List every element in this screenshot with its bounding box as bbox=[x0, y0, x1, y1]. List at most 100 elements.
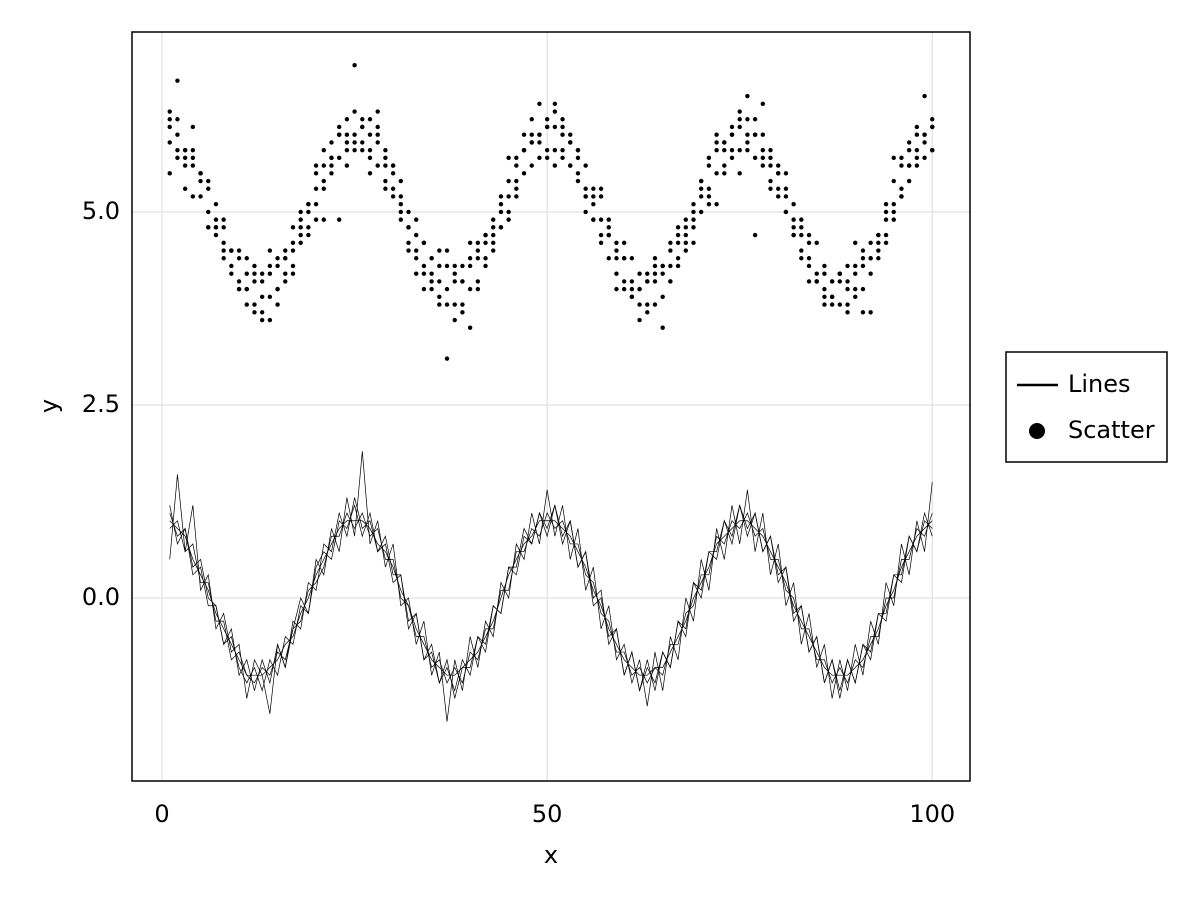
scatter-point bbox=[537, 132, 542, 137]
scatter-point bbox=[437, 279, 442, 284]
scatter-point bbox=[267, 271, 273, 276]
scatter-point bbox=[221, 248, 226, 253]
scatter-point bbox=[259, 271, 265, 276]
scatter-point bbox=[683, 232, 688, 238]
scatter-point bbox=[868, 240, 873, 246]
scatter-point bbox=[175, 117, 180, 122]
scatter-point bbox=[329, 163, 334, 168]
scatter-point bbox=[637, 271, 642, 276]
scatter-point bbox=[329, 171, 334, 176]
scatter-point bbox=[883, 209, 889, 215]
scatter-point bbox=[244, 256, 249, 261]
scatter-point bbox=[760, 163, 766, 168]
scatter-point bbox=[444, 263, 450, 269]
scatter-point bbox=[598, 186, 604, 191]
scatter-point bbox=[206, 186, 211, 191]
scatter-point bbox=[683, 217, 688, 222]
scatter-point bbox=[845, 310, 850, 315]
scatter-point bbox=[930, 117, 935, 122]
scatter-point bbox=[383, 163, 388, 168]
scatter-point bbox=[414, 256, 419, 261]
scatter-point bbox=[706, 155, 712, 161]
scatter-point bbox=[706, 194, 712, 199]
scatter-point bbox=[514, 186, 519, 191]
scatter-point bbox=[799, 232, 804, 238]
scatter-point bbox=[521, 132, 527, 137]
scatter-point bbox=[521, 171, 527, 176]
scatter-point bbox=[799, 225, 804, 230]
scatter-point bbox=[560, 124, 565, 130]
scatter-point bbox=[752, 132, 758, 137]
scatter-point bbox=[760, 155, 766, 161]
scatter-point bbox=[283, 279, 288, 284]
scatter-point bbox=[629, 256, 635, 261]
scatter-point bbox=[506, 155, 511, 161]
scatter-point bbox=[860, 263, 866, 269]
scatter-point bbox=[313, 201, 319, 207]
scatter-point bbox=[298, 225, 303, 230]
scatter-point bbox=[213, 232, 219, 238]
scatter-point bbox=[845, 263, 850, 269]
scatter-point bbox=[414, 271, 419, 276]
scatter-point bbox=[175, 147, 180, 153]
scatter-point bbox=[483, 232, 488, 238]
scatter-point bbox=[498, 201, 504, 207]
scatter-point bbox=[552, 163, 558, 168]
scatter-point bbox=[930, 124, 935, 130]
scatter-point bbox=[737, 124, 742, 130]
scatter-point bbox=[591, 194, 596, 199]
scatter-point bbox=[259, 317, 265, 323]
scatter-point bbox=[221, 217, 226, 222]
scatter-point bbox=[560, 155, 565, 161]
scatter-point bbox=[452, 263, 457, 269]
scatter-point bbox=[421, 240, 427, 246]
scatter-point bbox=[375, 124, 380, 130]
legend-label: Lines bbox=[1068, 370, 1131, 398]
scatter-point bbox=[460, 302, 465, 307]
scatter-point bbox=[259, 279, 265, 284]
scatter-point bbox=[629, 294, 635, 300]
scatter-point bbox=[344, 132, 350, 137]
scatter-point bbox=[352, 132, 357, 137]
scatter-point bbox=[829, 279, 835, 284]
scatter-point bbox=[822, 286, 827, 292]
scatter-point bbox=[360, 140, 365, 145]
scatter-point bbox=[236, 279, 242, 284]
scatter-point bbox=[776, 171, 781, 176]
scatter-point bbox=[498, 194, 504, 199]
scatter-point bbox=[244, 302, 249, 307]
scatter-point bbox=[529, 117, 534, 122]
scatter-point bbox=[267, 317, 273, 323]
y-axis-label: y bbox=[35, 399, 63, 413]
scatter-point bbox=[691, 217, 696, 222]
scatter-point bbox=[698, 194, 704, 199]
scatter-point bbox=[552, 109, 558, 114]
scatter-point bbox=[321, 186, 326, 191]
scatter-point bbox=[652, 263, 658, 269]
scatter-point bbox=[876, 240, 881, 246]
scatter-point bbox=[221, 256, 226, 261]
scatter-point bbox=[891, 201, 896, 207]
scatter-point bbox=[891, 217, 896, 222]
scatter-point bbox=[691, 240, 696, 246]
scatter-point bbox=[383, 147, 388, 153]
scatter-point bbox=[367, 155, 373, 161]
scatter-point bbox=[398, 178, 404, 184]
scatter-point bbox=[675, 240, 681, 246]
scatter-point bbox=[383, 186, 388, 191]
scatter-point bbox=[398, 209, 404, 215]
scatter-point bbox=[290, 240, 296, 246]
scatter-point bbox=[336, 132, 342, 137]
scatter-point bbox=[660, 294, 665, 300]
scatter-point bbox=[206, 209, 211, 215]
scatter-point bbox=[429, 256, 434, 261]
scatter-point bbox=[498, 225, 504, 230]
scatter-point bbox=[845, 302, 850, 307]
scatter-point bbox=[560, 132, 565, 137]
scatter-point bbox=[452, 271, 457, 276]
scatter-point bbox=[806, 256, 812, 261]
scatter-point bbox=[336, 217, 342, 222]
scatter-point bbox=[421, 286, 427, 292]
scatter-point bbox=[236, 248, 242, 253]
scatter-point bbox=[906, 147, 912, 153]
